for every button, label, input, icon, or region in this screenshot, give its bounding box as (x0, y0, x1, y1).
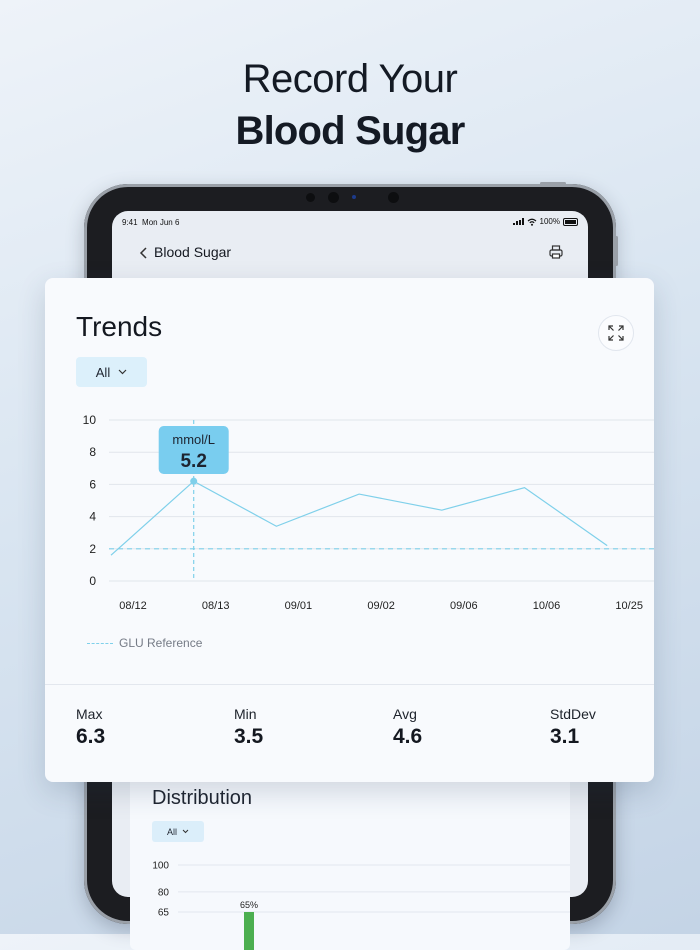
dist-y-tick-label: 100 (152, 861, 169, 872)
x-tick-label: 10/25 (615, 600, 643, 612)
stat-stddev-value: 3.1 (550, 725, 580, 748)
y-tick-label: 0 (89, 574, 96, 588)
x-tick-label: 09/02 (367, 600, 395, 612)
distribution-chart: 100 80 65 65% (152, 861, 570, 950)
device-side-button (615, 236, 618, 266)
stat-stddev-label: StdDev (550, 706, 596, 722)
trends-filter-label: All (95, 364, 111, 380)
status-time: 9:41 Mon Jun 6 (122, 218, 180, 227)
x-tick-label: 08/12 (119, 600, 147, 612)
trends-card: Trends All 0 2 4 6 8 10 08/12 08/13 09/01 09/02 09… (45, 278, 654, 782)
chevron-left-icon[interactable] (136, 245, 152, 261)
stat-max: Max 6.3 (76, 706, 105, 749)
stat-stddev: StdDev 3.1 (550, 706, 596, 749)
tooltip-background (158, 426, 229, 474)
nav-bar: Blood Sugar (112, 239, 588, 269)
legend-swatch-dashed (87, 642, 113, 644)
tooltip-value: 5.2 (180, 451, 206, 472)
status-icons: 100% (512, 217, 578, 226)
battery-icon (563, 217, 578, 226)
headline-line-1: Record Your (242, 57, 458, 101)
stat-avg-value: 4.6 (393, 725, 423, 748)
stat-max-label: Max (76, 706, 103, 722)
trends-line-chart[interactable]: 0 2 4 6 8 10 08/12 08/13 09/01 09/02 09/06 10/06 10/… (45, 398, 654, 618)
dist-bar (244, 912, 254, 950)
printer-icon[interactable] (548, 244, 564, 260)
trends-filter-dropdown[interactable]: All (76, 357, 147, 387)
nav-title: Blood Sugar (154, 244, 232, 260)
y-tick-label: 2 (89, 542, 96, 556)
tooltip-unit: mmol/L (172, 432, 215, 447)
camera-bar (290, 190, 410, 204)
value-tooltip: mmol/L 5.2 (158, 426, 229, 474)
stat-min-label: Min (234, 706, 257, 722)
expand-icon (608, 325, 624, 341)
x-tick-label: 08/13 (202, 600, 230, 612)
distribution-filter-label: All (166, 826, 177, 837)
stat-avg: Avg 4.6 (393, 706, 422, 749)
distribution-filter-dropdown[interactable]: All (152, 821, 204, 842)
stat-avg-label: Avg (393, 706, 417, 722)
x-tick-label: 10/06 (533, 600, 561, 612)
x-tick-label: 09/01 (285, 600, 313, 612)
distribution-card: Distribution All 100 80 65 65% (130, 770, 570, 950)
device-top-button (540, 182, 566, 185)
series-line (110, 480, 608, 556)
wifi-icon (527, 218, 536, 226)
stat-min: Min 3.5 (234, 706, 263, 749)
stat-min-value: 3.5 (234, 725, 264, 748)
expand-button[interactable] (598, 315, 634, 351)
legend-label: GLU Reference (119, 636, 203, 650)
trends-title: Trends (76, 311, 163, 342)
status-bar: 9:41 Mon Jun 6 100% (112, 211, 588, 235)
highlight-point (190, 477, 198, 485)
stats-divider (45, 684, 654, 685)
chevron-down-icon (118, 369, 127, 375)
y-tick-label: 10 (83, 413, 97, 427)
stat-max-value: 6.3 (76, 725, 106, 748)
chevron-down-icon (182, 829, 189, 834)
dist-bar-label: 65% (240, 900, 258, 910)
chart-legend: GLU Reference (87, 636, 202, 650)
x-tick-label: 09/06 (450, 600, 478, 612)
promo-headline: Record Your Blood Sugar (0, 55, 700, 159)
dist-y-tick-label: 65 (158, 908, 170, 919)
distribution-title: Distribution (152, 787, 253, 809)
battery-percent: 100% (539, 217, 560, 226)
headline-line-2: Blood Sugar (235, 109, 466, 153)
y-tick-label: 4 (89, 510, 96, 524)
y-tick-label: 6 (89, 477, 96, 491)
cellular-signal-icon (512, 218, 524, 225)
y-tick-label: 8 (89, 445, 96, 459)
dist-y-tick-label: 80 (158, 887, 170, 898)
